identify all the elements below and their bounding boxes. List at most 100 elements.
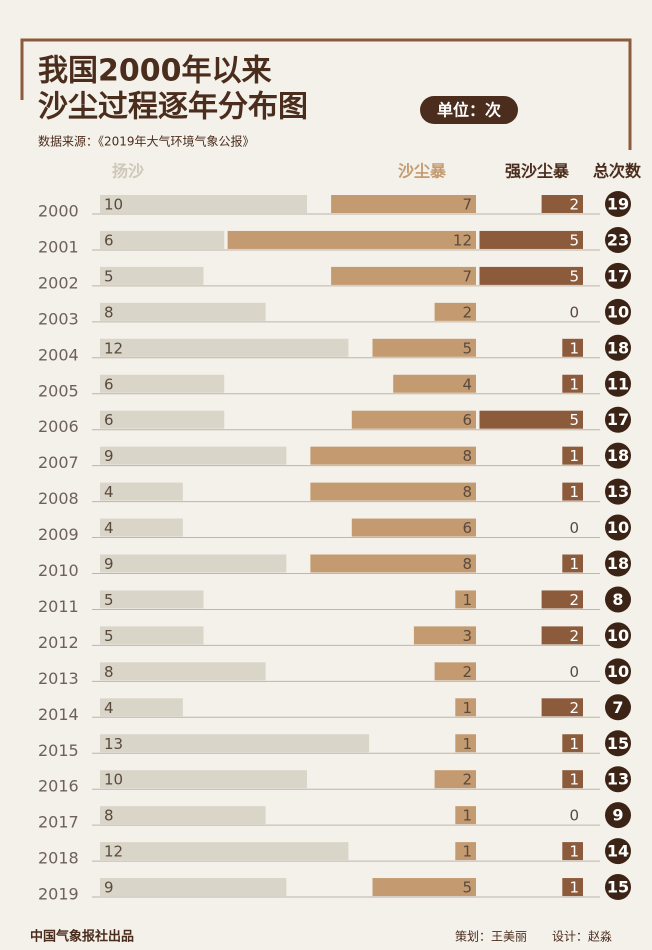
total-badge <box>605 730 631 757</box>
planner: 策划：王美丽 <box>455 930 527 944</box>
value-label: 12 <box>453 231 472 249</box>
value-label: 1 <box>462 843 472 861</box>
value-label: 1 <box>569 879 579 897</box>
bar <box>100 518 183 537</box>
year-label: 2011 <box>38 597 79 616</box>
value-label: 0 <box>569 663 579 681</box>
bar <box>310 482 476 501</box>
value-label: 9 <box>104 879 114 897</box>
unit-badge <box>420 96 518 124</box>
value-label: 1 <box>462 807 472 825</box>
year-label: 2002 <box>38 273 79 292</box>
total-label: 17 <box>607 266 629 285</box>
value-label: 1 <box>569 843 579 861</box>
publisher: 中国气象报社出品 <box>30 929 134 945</box>
bar <box>562 842 583 861</box>
value-label: 4 <box>104 519 114 537</box>
bar <box>562 338 583 357</box>
title-line: 沙尘过程逐年分布图 <box>38 90 308 125</box>
bar <box>100 410 225 429</box>
bar <box>372 338 476 357</box>
year-label: 2016 <box>38 777 79 796</box>
value-label: 2 <box>569 627 579 645</box>
total-label: 9 <box>612 806 623 825</box>
bar <box>100 446 287 465</box>
bar <box>479 410 583 429</box>
total-label: 18 <box>607 338 629 357</box>
total-badge <box>605 298 631 325</box>
year-label: 2019 <box>38 885 79 904</box>
bar <box>541 590 583 609</box>
value-label: 0 <box>569 519 579 537</box>
bar <box>455 734 476 753</box>
year-label: 2000 <box>38 202 79 221</box>
value-label: 6 <box>104 411 114 429</box>
value-label: 3 <box>462 627 472 645</box>
value-label: 1 <box>569 375 579 393</box>
bar <box>100 266 204 285</box>
bar <box>227 230 476 249</box>
legend-label: 总次数 <box>593 162 642 181</box>
value-label: 6 <box>462 411 472 429</box>
bar <box>100 734 370 753</box>
total-label: 17 <box>607 410 629 429</box>
bar <box>100 626 204 645</box>
value-label: 0 <box>569 303 579 321</box>
value-label: 13 <box>104 735 123 753</box>
total-label: 14 <box>607 842 629 861</box>
year-label: 2015 <box>38 741 79 760</box>
value-label: 10 <box>104 771 123 789</box>
bar <box>541 626 583 645</box>
value-label: 9 <box>104 555 114 573</box>
value-label: 5 <box>104 267 114 285</box>
value-label: 1 <box>462 591 472 609</box>
year-label: 2018 <box>38 849 79 868</box>
bar <box>479 230 583 249</box>
bar <box>541 195 583 213</box>
total-label: 10 <box>607 518 629 537</box>
total-label: 18 <box>607 554 629 573</box>
bar <box>100 554 287 573</box>
year-label: 2012 <box>38 633 79 652</box>
year-label: 2001 <box>38 237 79 256</box>
year-label: 2006 <box>38 417 79 436</box>
value-label: 2 <box>462 663 472 681</box>
year-label: 2013 <box>38 669 79 688</box>
total-label: 10 <box>607 662 629 681</box>
value-label: 1 <box>462 735 472 753</box>
total-badge <box>605 874 631 901</box>
value-label: 6 <box>104 231 114 249</box>
value-label: 8 <box>462 447 472 465</box>
total-label: 10 <box>607 626 629 645</box>
bar <box>100 590 204 609</box>
value-label: 8 <box>104 663 114 681</box>
value-label: 12 <box>104 339 123 357</box>
bar <box>100 662 266 681</box>
bar <box>100 338 349 357</box>
bar <box>100 230 225 249</box>
total-badge <box>605 838 631 865</box>
bar <box>331 266 476 285</box>
bar <box>100 302 266 321</box>
total-badge <box>605 370 631 397</box>
total-label: 18 <box>607 446 629 465</box>
value-label: 0 <box>569 807 579 825</box>
value-label: 12 <box>104 843 123 861</box>
value-label: 4 <box>462 375 472 393</box>
bar <box>434 302 476 321</box>
value-label: 6 <box>104 375 114 393</box>
value-label: 5 <box>104 627 114 645</box>
bar <box>100 842 349 861</box>
bar <box>562 446 583 465</box>
value-label: 2 <box>462 771 472 789</box>
total-badge <box>605 406 631 433</box>
total-badge <box>605 766 631 793</box>
bar <box>455 698 476 717</box>
bar <box>310 446 476 465</box>
value-label: 1 <box>569 483 579 501</box>
value-label: 8 <box>104 303 114 321</box>
bar <box>100 770 307 789</box>
total-badge <box>605 658 631 685</box>
bar <box>562 482 583 501</box>
value-label: 4 <box>104 483 114 501</box>
